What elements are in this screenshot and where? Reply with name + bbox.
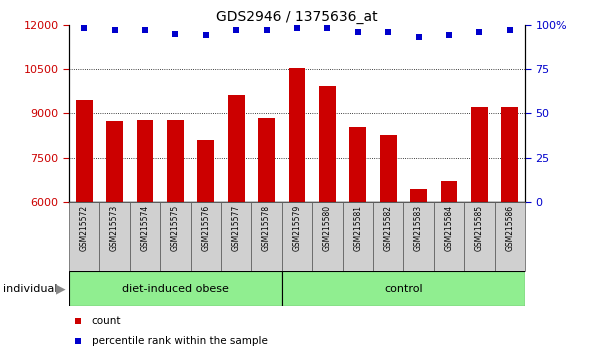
Point — [292, 25, 302, 31]
Bar — [471, 107, 488, 202]
Point — [414, 34, 424, 40]
Point — [73, 318, 83, 324]
Text: GSM215573: GSM215573 — [110, 205, 119, 251]
Text: GSM215583: GSM215583 — [414, 205, 423, 251]
Point — [110, 27, 119, 33]
Bar — [69, 202, 100, 271]
Text: GSM215574: GSM215574 — [140, 205, 149, 251]
Text: GSM215577: GSM215577 — [232, 205, 241, 251]
Text: GSM215581: GSM215581 — [353, 205, 362, 251]
Bar — [160, 202, 191, 271]
Point — [505, 27, 515, 33]
Text: GSM215585: GSM215585 — [475, 205, 484, 251]
Bar — [289, 68, 305, 202]
Text: count: count — [92, 316, 121, 326]
Point — [444, 33, 454, 38]
Text: GSM215572: GSM215572 — [80, 205, 89, 251]
Bar — [373, 202, 403, 271]
Bar — [251, 202, 282, 271]
Text: ▶: ▶ — [56, 282, 66, 295]
Point — [383, 29, 393, 35]
Bar — [319, 86, 336, 202]
Text: GSM215579: GSM215579 — [293, 205, 302, 251]
Bar — [258, 118, 275, 202]
Text: diet-induced obese: diet-induced obese — [122, 284, 229, 293]
Bar — [502, 107, 518, 202]
Text: GSM215582: GSM215582 — [384, 205, 392, 251]
Bar — [100, 202, 130, 271]
Bar — [440, 181, 457, 202]
Bar — [76, 100, 92, 202]
Point — [201, 33, 211, 38]
Point — [170, 31, 180, 36]
Text: GSM215584: GSM215584 — [445, 205, 454, 251]
Bar — [282, 271, 525, 306]
Bar — [221, 202, 251, 271]
Bar — [130, 202, 160, 271]
Text: GSM215586: GSM215586 — [505, 205, 514, 251]
Bar — [410, 188, 427, 202]
Bar — [106, 121, 123, 202]
Text: GSM215576: GSM215576 — [202, 205, 211, 251]
Text: individual: individual — [3, 284, 58, 293]
Bar — [464, 202, 494, 271]
Text: percentile rank within the sample: percentile rank within the sample — [92, 336, 268, 346]
Bar — [137, 120, 154, 202]
Title: GDS2946 / 1375636_at: GDS2946 / 1375636_at — [216, 10, 378, 24]
Point — [353, 29, 362, 35]
Bar — [349, 127, 366, 202]
Bar — [282, 202, 312, 271]
Point — [140, 27, 150, 33]
Bar — [494, 202, 525, 271]
Text: GSM215578: GSM215578 — [262, 205, 271, 251]
Bar — [197, 140, 214, 202]
Bar — [343, 202, 373, 271]
Point — [262, 27, 271, 33]
Bar — [312, 202, 343, 271]
Text: control: control — [384, 284, 423, 293]
Text: GSM215580: GSM215580 — [323, 205, 332, 251]
Bar — [167, 120, 184, 202]
Point — [73, 338, 83, 344]
Point — [475, 29, 484, 35]
Point — [232, 27, 241, 33]
Bar — [403, 202, 434, 271]
Bar — [434, 202, 464, 271]
Bar — [228, 95, 245, 202]
Text: GSM215575: GSM215575 — [171, 205, 180, 251]
Point — [323, 25, 332, 31]
Point — [79, 25, 89, 31]
Bar — [69, 271, 282, 306]
Bar — [191, 202, 221, 271]
Bar — [380, 136, 397, 202]
